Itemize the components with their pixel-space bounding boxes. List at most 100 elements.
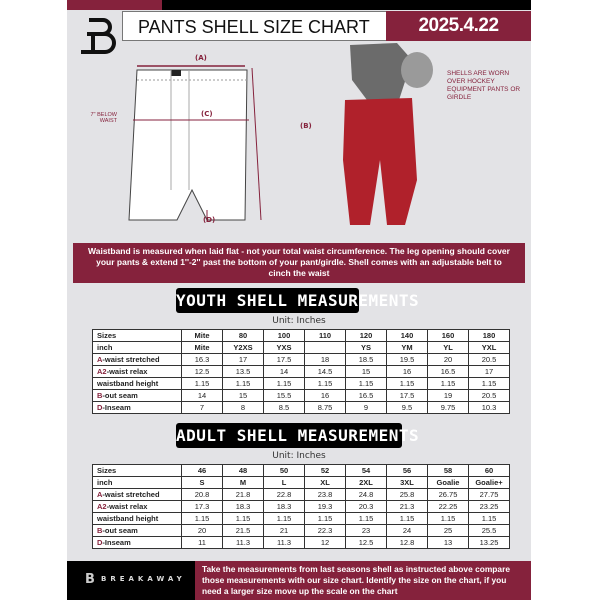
table-cell: Y2XS: [222, 341, 264, 354]
row-label: inch: [92, 476, 182, 489]
adult-title: ADULT SHELL MEASUREMENTS: [176, 423, 419, 448]
table-row: Sizes 46 48 50 52 54 56 58 60: [92, 464, 510, 477]
table-cell: Mite: [181, 341, 223, 354]
table-row: A2-waist relax 17.3 18.3 18.3 19.3 20.3 21.3 22…: [92, 500, 510, 513]
table-cell: 3XL: [386, 476, 428, 489]
table-cell: 16.5: [427, 365, 469, 378]
table-cell: 1.15: [304, 512, 346, 525]
table-cell: 11.3: [263, 536, 305, 549]
measure-code: D: [97, 537, 103, 547]
row-label: D-Inseam: [92, 401, 182, 414]
table-cell: 21: [263, 524, 305, 537]
table-cell: 56: [386, 464, 428, 477]
measure-code: A: [97, 489, 103, 499]
table-cell: YXS: [263, 341, 305, 354]
table-cell: 100: [263, 329, 305, 342]
table-cell: 18: [304, 353, 346, 366]
table-row: inch S M L XL 2XL 3XL Goalie Goalie+: [92, 476, 510, 489]
row-label: Sizes: [92, 464, 182, 477]
table-cell: S: [181, 476, 223, 489]
measure-code: D: [97, 402, 103, 412]
table-cell: 25.8: [386, 488, 428, 501]
table-cell: 25: [427, 524, 469, 537]
table-cell: 1.15: [386, 377, 428, 390]
table-cell: 1.15: [181, 377, 223, 390]
table-cell: 22.8: [263, 488, 305, 501]
shorts-diagram: [128, 43, 433, 225]
label-b: (B): [300, 122, 312, 130]
table-cell: 11: [181, 536, 223, 549]
table-cell: 24: [386, 524, 428, 537]
adult-size-table: Sizes 46 48 50 52 54 56 58 60 inch S M L XL 2XL 3XL Goal…: [92, 464, 510, 549]
table-cell: 1.15: [427, 512, 469, 525]
table-cell: 17: [222, 353, 264, 366]
top-bar: [162, 0, 531, 10]
table-cell: 1.15: [386, 512, 428, 525]
table-cell: 14: [263, 365, 305, 378]
table-cell: 27.75: [468, 488, 510, 501]
table-cell: 21.3: [386, 500, 428, 513]
table-cell: 9.75: [427, 401, 469, 414]
row-label: D-Inseam: [92, 536, 182, 549]
table-cell: 1.15: [222, 377, 264, 390]
waistband-info-banner: Waistband is measured when laid flat - n…: [73, 243, 525, 283]
table-cell: 48: [222, 464, 264, 477]
table-cell: 58: [427, 464, 469, 477]
table-cell: 8.5: [263, 401, 305, 414]
table-cell: 20: [427, 353, 469, 366]
table-cell: 10.3: [468, 401, 510, 414]
table-cell: 13.25: [468, 536, 510, 549]
table-cell: Mite: [181, 329, 223, 342]
footer-instructions: Take the measurements from last seasons …: [195, 561, 531, 600]
footer-brand-area: [67, 561, 195, 600]
table-cell: 9: [345, 401, 387, 414]
table-cell: 20.8: [181, 488, 223, 501]
table-cell: YM: [386, 341, 428, 354]
table-cell: 13.5: [222, 365, 264, 378]
measure-code: B: [97, 390, 103, 400]
table-row: B-out seam 14 15 15.5 16 16.5 17.5 19 20.5: [92, 389, 510, 402]
measure-code: A: [97, 354, 103, 364]
table-cell: 1.15: [345, 377, 387, 390]
table-cell: 12.5: [181, 365, 223, 378]
table-cell: 54: [345, 464, 387, 477]
table-cell: 18.3: [263, 500, 305, 513]
table-row: waistband height 1.15 1.15 1.15 1.15 1.15 1.15…: [92, 512, 510, 525]
table-row: A-waist stretched 20.8 21.8 22.8 23.8 24.8 25.…: [92, 488, 510, 501]
table-cell: 25.5: [468, 524, 510, 537]
table-cell: 24.8: [345, 488, 387, 501]
table-cell: 12.5: [345, 536, 387, 549]
table-cell: 23.8: [304, 488, 346, 501]
table-cell: 23.25: [468, 500, 510, 513]
table-cell: 160: [427, 329, 469, 342]
table-cell: 26.75: [427, 488, 469, 501]
table-cell: 23: [345, 524, 387, 537]
table-cell: 17.5: [386, 389, 428, 402]
breakaway-logo-icon: [81, 18, 116, 54]
adult-unit: Unit: Inches: [272, 451, 326, 461]
brand-name: BREAKAWAY: [101, 575, 186, 583]
table-cell: 19.3: [304, 500, 346, 513]
table-cell: 15: [222, 389, 264, 402]
table-cell: 20.3: [345, 500, 387, 513]
table-cell: 20.5: [468, 389, 510, 402]
table-cell: [304, 341, 346, 354]
label-a: (A): [195, 54, 207, 62]
row-label: waistband height: [92, 377, 182, 390]
footer-logo-icon: B: [85, 572, 95, 587]
table-cell: 14.5: [304, 365, 346, 378]
table-row: A-waist stretched 16.3 17 17.5 18 18.5 19.5 20 2…: [92, 353, 510, 366]
red-shell-pants-image: [343, 43, 433, 225]
table-cell: 140: [386, 329, 428, 342]
table-row: inch Mite Y2XS YXS YS YM YL YXL: [92, 341, 510, 354]
table-cell: Goalie: [427, 476, 469, 489]
table-cell: 8.75: [304, 401, 346, 414]
table-cell: 18.5: [345, 353, 387, 366]
table-cell: 60: [468, 464, 510, 477]
shell-note: SHELLS ARE WORN OVER HOCKEY EQUIPMENT PA…: [447, 70, 521, 101]
table-cell: 50: [263, 464, 305, 477]
label-c: (C): [201, 110, 213, 118]
table-cell: 19.5: [386, 353, 428, 366]
table-cell: 19: [427, 389, 469, 402]
table-cell: L: [263, 476, 305, 489]
